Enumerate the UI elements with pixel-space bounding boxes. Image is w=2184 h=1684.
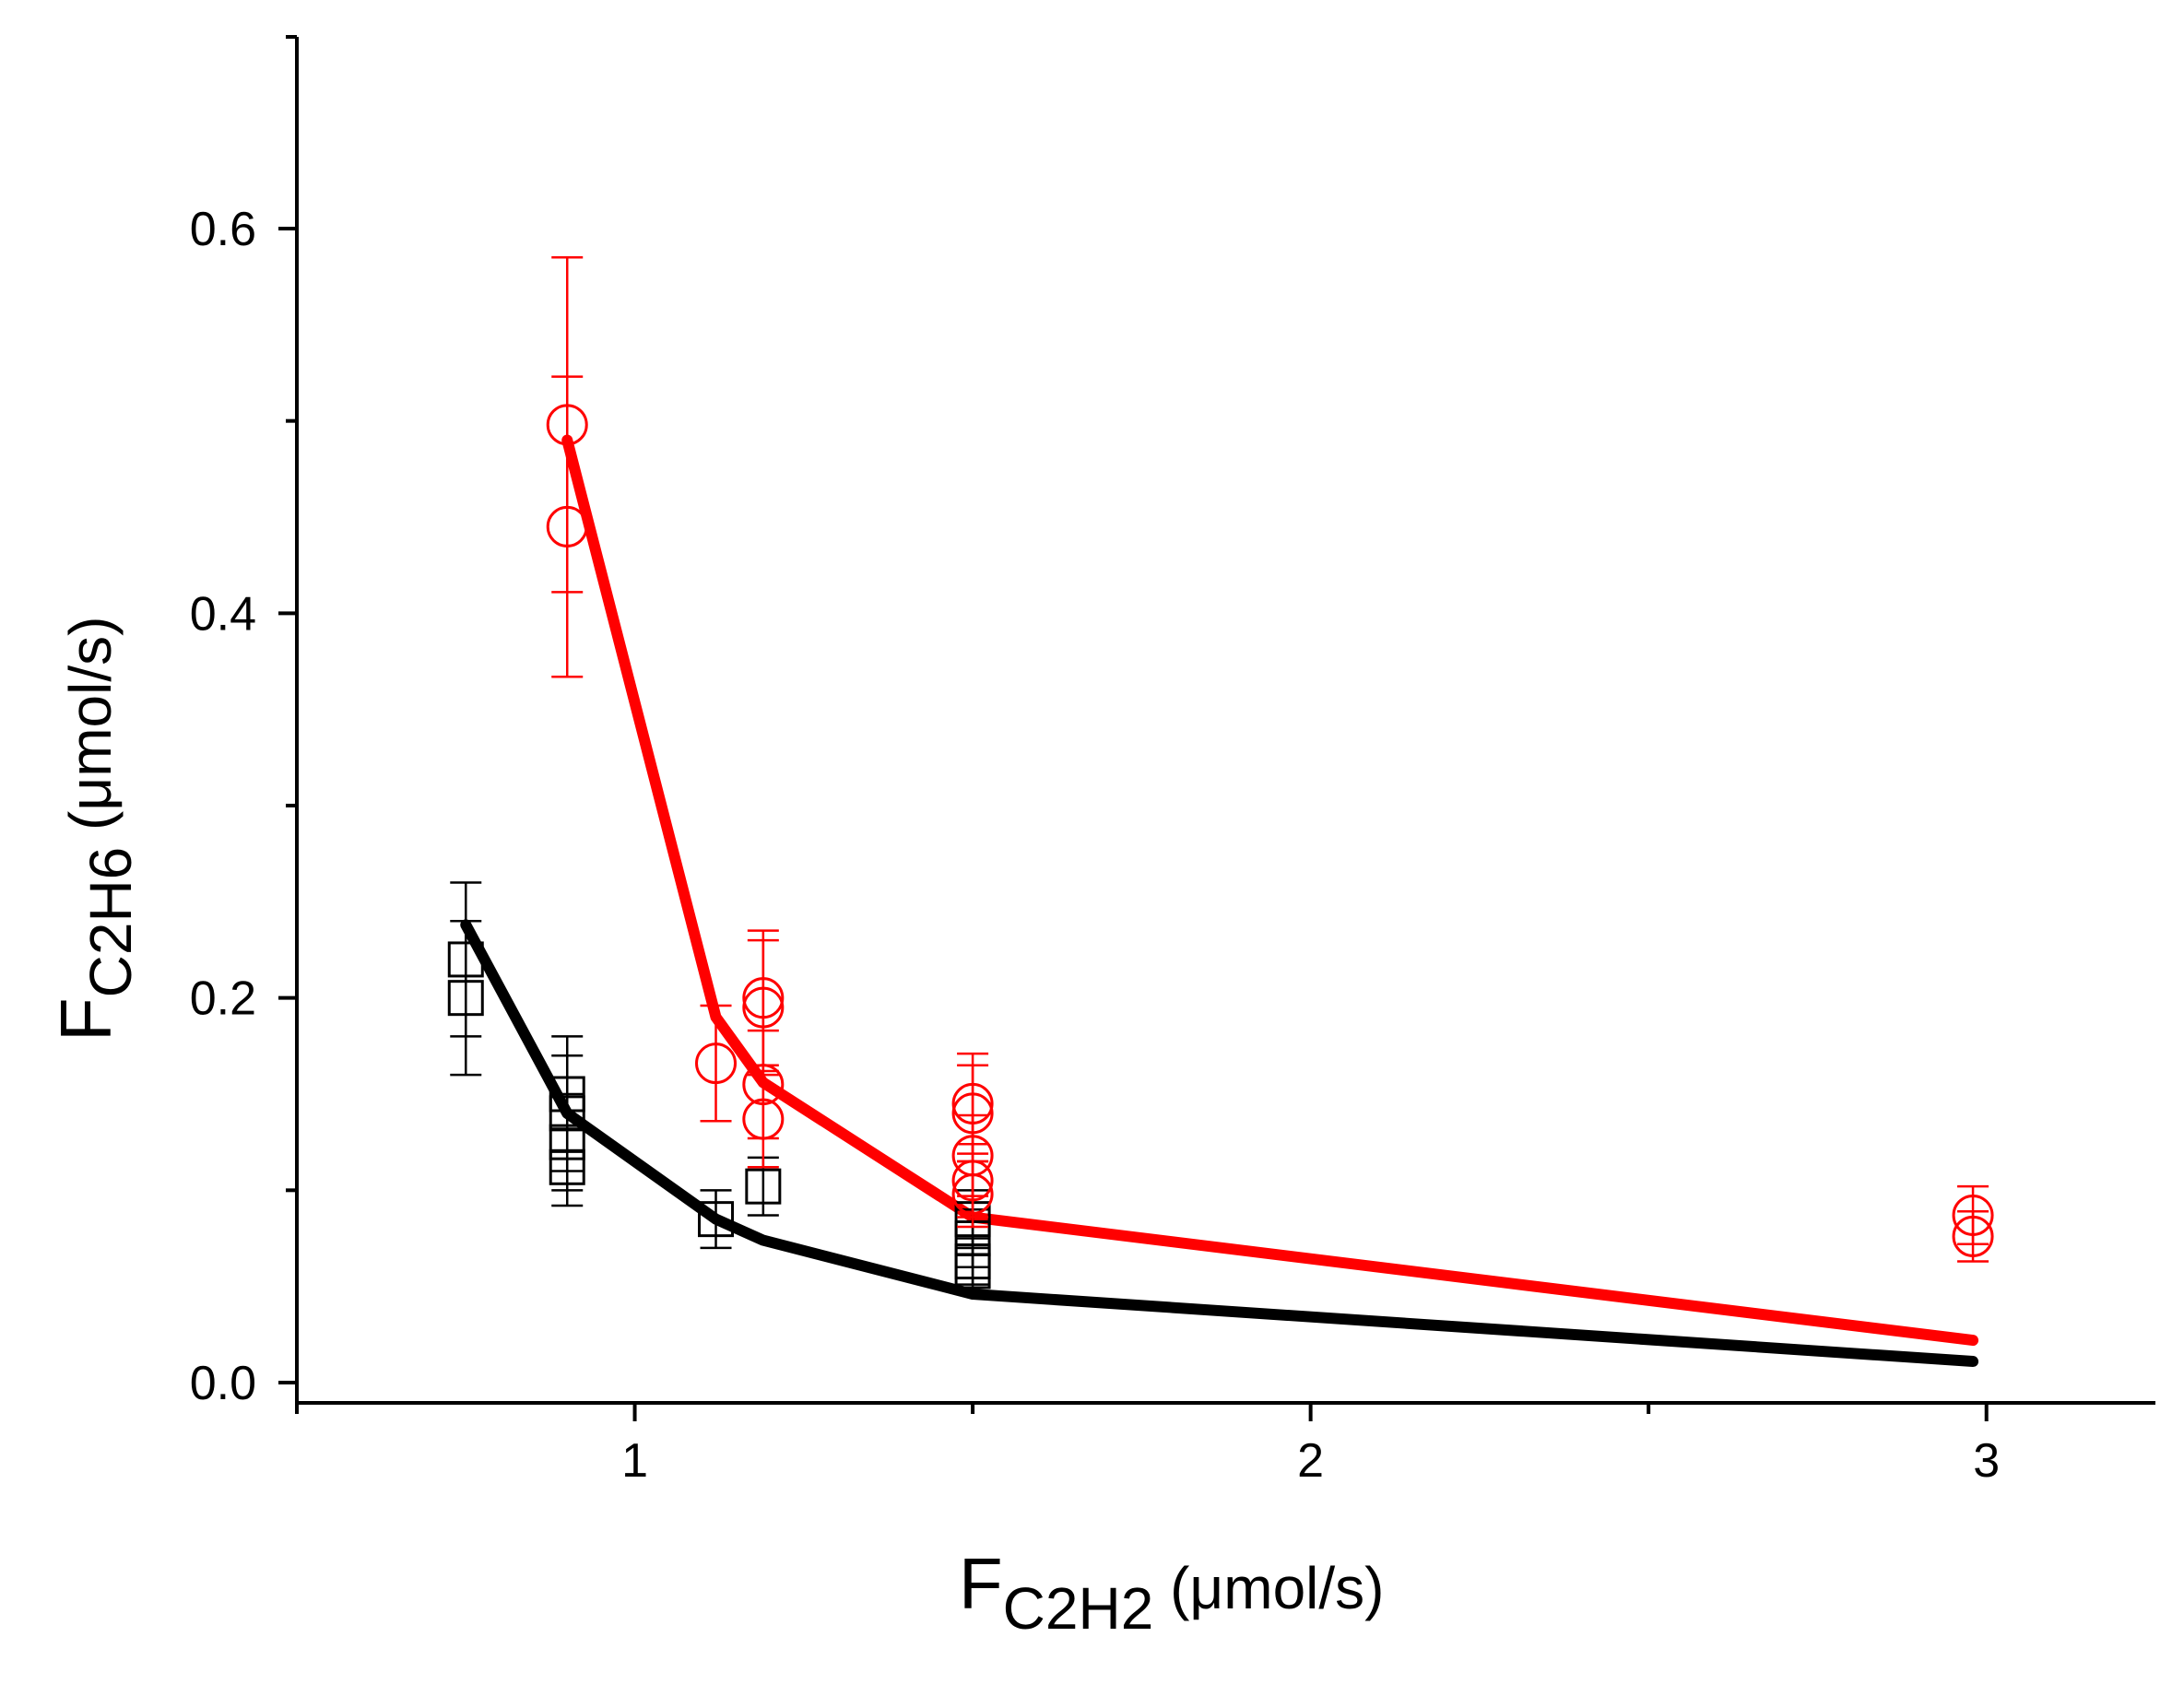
square-marker — [549, 1148, 585, 1185]
x-tick-label: 3 — [1973, 1434, 2000, 1488]
square-marker — [954, 1253, 991, 1289]
x-axis-title: FC2H2 (μmol/s) — [959, 1543, 1384, 1642]
axes — [295, 37, 2155, 1405]
y-tick-label: 0.2 — [190, 972, 256, 1026]
data-point — [447, 919, 484, 1077]
x-tick-label: 2 — [1297, 1434, 1324, 1488]
data-point — [742, 1069, 785, 1169]
data-point — [695, 1004, 738, 1123]
x-tick-label: 1 — [621, 1434, 648, 1488]
circle-marker — [742, 986, 785, 1029]
data-points — [447, 256, 1994, 1296]
series-line — [561, 434, 1979, 1347]
square-marker — [698, 1201, 735, 1238]
square-marker — [745, 1168, 782, 1205]
data-point — [546, 375, 588, 678]
data-point — [698, 1189, 735, 1250]
circle-marker — [695, 1042, 738, 1085]
data-point — [549, 1127, 585, 1207]
square-marker — [447, 980, 484, 1017]
data-point — [1952, 1210, 1994, 1263]
y-tick-label: 0.0 — [190, 1357, 256, 1410]
model-lines — [460, 434, 1979, 1368]
series-line — [460, 919, 1979, 1368]
data-point — [954, 1246, 991, 1296]
circle-marker — [951, 1173, 994, 1216]
y-axis-title: FC2H6 (μmol/s) — [45, 617, 144, 1042]
y-tick-label: 0.4 — [190, 587, 256, 641]
circle-marker — [1952, 1215, 1994, 1257]
data-point — [951, 1160, 994, 1229]
circle-marker — [742, 1098, 785, 1140]
circle-marker — [546, 505, 588, 548]
y-tick-label: 0.6 — [190, 203, 256, 256]
ticks: 1 2 3 0.0 0.2 0.4 0.6 — [190, 35, 2000, 1488]
